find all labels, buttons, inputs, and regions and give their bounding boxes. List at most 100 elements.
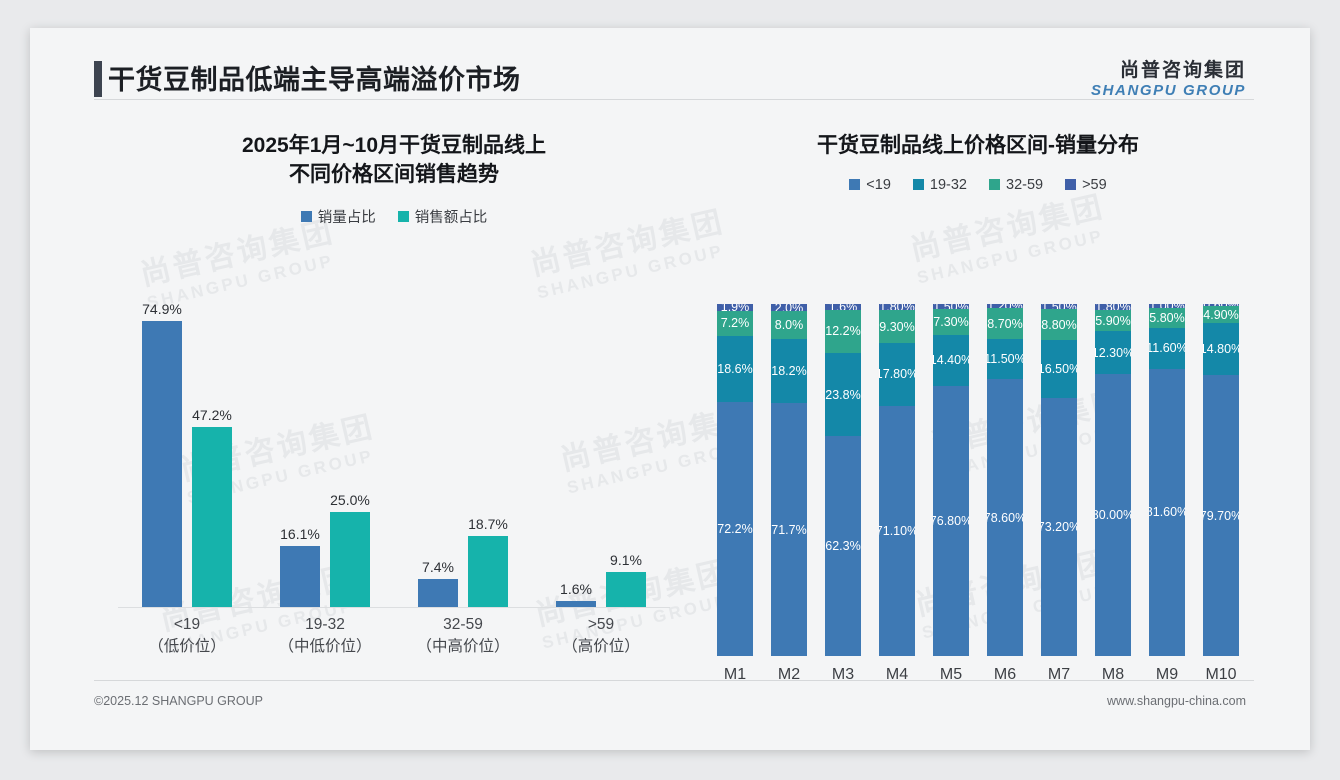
stacked-bar[interactable]: 1.50% 8.80% 16.50% 73.20% [1041, 304, 1077, 656]
stacked-segment[interactable]: 7.30% [933, 309, 969, 335]
segment-value-label: 8.80% [1041, 317, 1077, 332]
bar-column[interactable]: 1.6% [556, 302, 596, 607]
stacked-segment[interactable]: 80.00% [1095, 374, 1131, 656]
bar-column[interactable]: 9.1% [606, 302, 646, 607]
x-tick-label: M8 [1101, 666, 1125, 683]
stacked-bar[interactable]: 1.20% 8.70% 11.50% 78.60% [987, 304, 1023, 656]
stacked-segment[interactable]: 14.80% [1203, 323, 1239, 376]
segment-value-label: 5.80% [1149, 310, 1185, 325]
chart-title-0-line-2: 不同价格区间销售趋势 [289, 162, 499, 186]
stacked-segment[interactable]: 18.6% [717, 336, 753, 402]
stacked-segment[interactable]: 1.00% [1149, 304, 1185, 308]
legend-label: 32-59 [1006, 176, 1044, 193]
segment-value-label: 7.30% [933, 315, 969, 330]
x-tick-sublabel: （中低价位） [278, 638, 372, 656]
stacked-segment[interactable]: 12.2% [825, 309, 861, 353]
segment-value-label: 1.50% [1041, 304, 1076, 309]
bar-segment[interactable] [330, 511, 370, 607]
stacked-segment[interactable]: 1.20% [987, 304, 1023, 309]
bar-segment[interactable] [556, 600, 596, 607]
bar-segment[interactable] [606, 572, 646, 607]
bar-group: 74.9% 47.2% [134, 301, 240, 607]
bar-segment[interactable] [468, 535, 508, 607]
segment-value-label: 16.50% [1041, 362, 1077, 377]
stacked-segment[interactable]: 1.9% [717, 304, 753, 311]
stacked-segment[interactable]: 4.90% [1203, 306, 1239, 324]
stacked-segment[interactable]: 11.60% [1149, 327, 1185, 369]
stacked-segment[interactable]: 8.0% [771, 311, 807, 340]
bar-column[interactable]: 16.1% [280, 302, 320, 607]
segment-value-label: 1.50% [933, 304, 968, 309]
stacked-bar[interactable]: 1.80% 5.90% 12.30% 80.00% [1095, 304, 1131, 656]
stacked-segment[interactable]: 8.80% [1041, 309, 1077, 341]
stacked-segment[interactable]: 11.50% [987, 338, 1023, 380]
stacked-segment[interactable]: 73.20% [1041, 398, 1077, 656]
header-divider [94, 99, 1254, 100]
stacked-segment[interactable]: 78.60% [987, 379, 1023, 656]
segment-value-label: 1.80% [1095, 304, 1130, 310]
stacked-segment[interactable]: 5.80% [1149, 307, 1185, 328]
stacked-segment[interactable]: 71.7% [771, 403, 807, 656]
bar-segment[interactable] [192, 427, 232, 607]
stacked-segment[interactable]: 2.0% [771, 304, 807, 312]
bar-column[interactable]: 25.0% [330, 302, 370, 607]
stacked-segment[interactable]: 8.70% [987, 308, 1023, 339]
stacked-segment[interactable]: 1.50% [933, 304, 969, 310]
x-tick-label: M4 [885, 666, 909, 683]
right-legend-item[interactable]: 32-59 [989, 177, 1043, 193]
stacked-segment[interactable]: 12.30% [1095, 331, 1131, 375]
stacked-segment[interactable]: 1.80% [879, 304, 915, 311]
stacked-segment[interactable]: 16.50% [1041, 340, 1077, 399]
legend-swatch-icon [397, 210, 409, 222]
stacked-bar[interactable]: 0.60%4.90% 14.80% 79.70% [1203, 304, 1239, 656]
stacked-bar[interactable]: 1.6% 12.2% 23.8% 62.3% [825, 304, 861, 656]
segment-value-label: 5.90% [1095, 313, 1131, 328]
left-legend-item[interactable]: 销量占比 [300, 206, 376, 227]
right-legend-item[interactable]: >59 [1065, 177, 1107, 193]
segment-value-label: 17.80% [879, 367, 915, 382]
bar-column[interactable]: 47.2% [192, 302, 232, 607]
segment-value-label: 0.60% [1203, 304, 1238, 306]
stacked-segment[interactable]: 1.80% [1095, 304, 1131, 311]
bar-segment[interactable] [418, 578, 458, 607]
stacked-segment[interactable]: 62.3% [825, 436, 861, 656]
bar-group: 1.6% 9.1% [548, 302, 654, 607]
bar-segment[interactable] [280, 545, 320, 607]
stacked-segment[interactable]: 14.40% [933, 334, 969, 386]
legend-label: 19-32 [929, 176, 967, 193]
stacked-segment[interactable]: 23.8% [825, 352, 861, 437]
segment-value-label: 1.80% [879, 304, 914, 310]
stacked-bar[interactable]: 2.0% 8.0% 18.2% 71.7% [771, 304, 807, 656]
x-tick-label: M5 [939, 666, 963, 683]
stacked-segment[interactable]: 5.90% [1095, 310, 1131, 332]
stacked-bar[interactable]: 1.50% 7.30% 14.40% 76.80% [933, 304, 969, 657]
bar-column[interactable]: 7.4% [418, 302, 458, 607]
stacked-segment[interactable]: 18.2% [771, 339, 807, 404]
bar-column[interactable]: 18.7% [468, 302, 508, 607]
x-tick-category: 32-59 [443, 616, 483, 633]
bar-value-label: 25.0% [330, 491, 370, 508]
x-tick-label: M10 [1205, 666, 1237, 683]
stacked-segment[interactable]: 17.80% [879, 343, 915, 406]
stacked-segment[interactable]: 7.2% [717, 310, 753, 337]
legend-swatch-icon [912, 179, 924, 191]
stacked-bar[interactable]: 1.00% 5.80% 11.60% 81.60% [1149, 304, 1185, 656]
stacked-segment[interactable]: 72.2% [717, 401, 753, 656]
right-legend-item[interactable]: <19 [849, 177, 891, 193]
stacked-segment[interactable]: 76.80% [933, 385, 969, 657]
bar-column[interactable]: 74.9% [142, 301, 182, 607]
stacked-bar[interactable]: 1.9% 7.2% 18.6% 72.2% [717, 304, 753, 656]
right-legend-item[interactable]: 19-32 [912, 176, 967, 193]
bar-segment[interactable] [142, 321, 182, 607]
stacked-segment[interactable]: 81.60% [1149, 368, 1185, 656]
stacked-segment[interactable]: 71.10% [879, 405, 915, 656]
stacked-segment[interactable]: 1.50% [1041, 304, 1077, 310]
stacked-segment[interactable]: 1.6% [825, 304, 861, 310]
stacked-bar[interactable]: 1.80% 9.30% 17.80% 71.10% [879, 304, 915, 656]
stacked-segment[interactable]: 0.60% [1203, 304, 1239, 307]
left-legend-item[interactable]: 销售额占比 [397, 206, 487, 227]
bar-value-label: 7.4% [422, 558, 454, 575]
stacked-segment[interactable]: 79.70% [1203, 375, 1239, 656]
stacked-segment[interactable]: 9.30% [879, 310, 915, 344]
segment-value-label: 2.0% [774, 304, 804, 312]
